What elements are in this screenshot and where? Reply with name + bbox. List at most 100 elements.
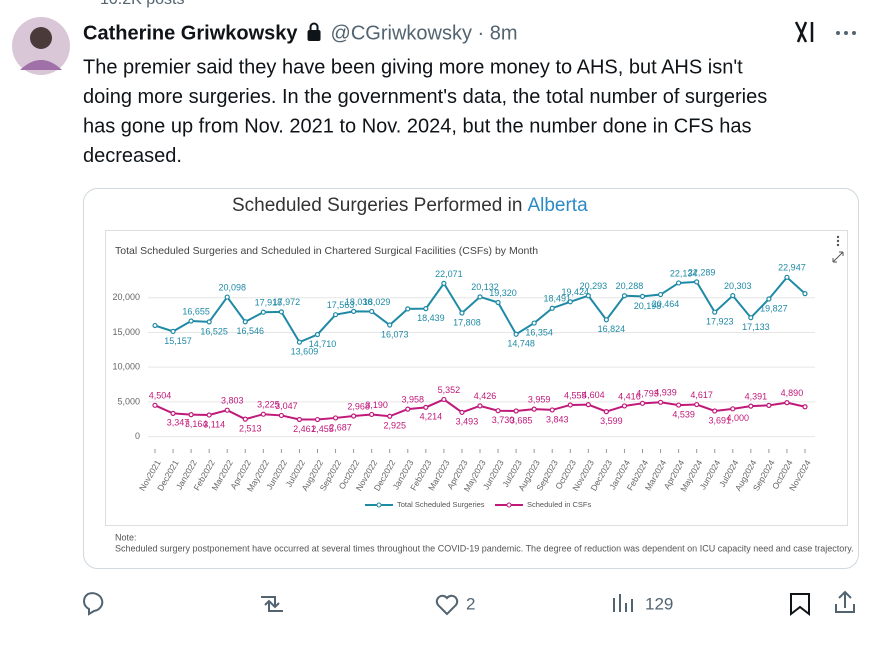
data-point [152, 322, 158, 329]
data-point [314, 331, 321, 338]
data-point [531, 320, 537, 326]
data-label: 2,925 [383, 421, 406, 431]
data-point [260, 309, 266, 315]
views-icon[interactable] [613, 594, 633, 612]
data-point [694, 401, 700, 408]
header-cut: 10.2K posts [100, 0, 185, 8]
data-point [495, 299, 501, 306]
data-point [278, 309, 284, 315]
grok-icon[interactable] [794, 21, 814, 43]
data-label: 17,563 [327, 300, 355, 310]
data-label: 17,923 [706, 317, 734, 327]
data-point [621, 403, 628, 409]
like-icon[interactable] [435, 594, 459, 616]
data-point [423, 305, 429, 312]
avatar-body [20, 60, 62, 70]
data-point [459, 409, 465, 415]
data-point [314, 416, 321, 423]
data-label: 17,972 [273, 297, 301, 307]
more-icon[interactable] [836, 31, 856, 35]
data-point [802, 404, 808, 410]
repost-icon[interactable] [261, 596, 283, 612]
data-label: 2,513 [239, 424, 262, 434]
data-point [441, 280, 447, 286]
data-label: 4,890 [781, 388, 804, 398]
author-name[interactable]: Catherine Griwkowsky [83, 22, 298, 44]
data-point [459, 310, 465, 316]
data-label: 3,225 [257, 400, 280, 410]
data-label: 2,461 [293, 424, 316, 434]
data-label: 19,320 [489, 288, 517, 298]
data-label: 18,491 [543, 294, 571, 304]
data-label: 4,555 [564, 390, 587, 400]
data-label: 18,036 [345, 297, 373, 307]
data-label: 20,098 [218, 282, 246, 292]
like-count: 2 [466, 594, 475, 613]
data-label: 4,214 [420, 412, 443, 422]
tweet-text: doing more surgeries. In the government'… [83, 86, 767, 108]
data-label: 3,803 [221, 396, 244, 406]
share-icon[interactable] [835, 590, 855, 613]
data-point [676, 280, 682, 286]
data-point [549, 407, 555, 413]
data-label: 3,685 [510, 415, 533, 425]
data-point [477, 403, 483, 409]
note: Scheduled surgery postponement have occu… [115, 543, 854, 553]
panel-menu[interactable] [836, 235, 840, 247]
data-label: 4,504 [149, 391, 172, 401]
legend-marker [376, 502, 382, 508]
data-label: 22,134 [670, 268, 698, 278]
data-label: 15,157 [164, 336, 192, 346]
data-point [170, 328, 176, 334]
handle-time[interactable]: @CGriwkowsky · 8m [331, 22, 518, 44]
data-point [369, 308, 375, 315]
data-label: 4,426 [474, 391, 497, 401]
data-point [694, 279, 700, 285]
data-point [766, 296, 772, 302]
data-point [296, 339, 303, 345]
data-point [296, 416, 303, 423]
views-count: 129 [645, 594, 673, 613]
data-label: 20,293 [580, 281, 608, 291]
chart-title: Scheduled Surgeries Performed in [232, 195, 522, 216]
data-point [441, 396, 447, 403]
data-point [567, 402, 573, 408]
legend-marker [506, 502, 512, 508]
data-point [621, 293, 628, 299]
reply-icon[interactable] [83, 592, 104, 616]
data-label: 16,525 [200, 326, 228, 336]
data-label: 20,198 [634, 301, 662, 311]
data-point [152, 402, 158, 408]
y-tick-label: 15,000 [112, 327, 140, 337]
data-label: 4,939 [654, 388, 677, 398]
data-point [603, 409, 609, 415]
data-point [477, 294, 483, 300]
data-label: 2,455 [311, 424, 334, 434]
data-point [784, 400, 790, 406]
data-label: 3,843 [546, 414, 569, 424]
data-point [730, 406, 736, 412]
expand-icon[interactable] [832, 251, 844, 263]
data-point [423, 404, 429, 410]
data-point [242, 319, 248, 325]
data-label: 16,546 [237, 326, 265, 336]
data-point [585, 293, 591, 299]
data-label: 18,029 [363, 297, 391, 307]
data-point [351, 308, 357, 314]
data-point [188, 318, 194, 324]
data-point [784, 274, 790, 280]
data-point [495, 408, 501, 414]
data-label: 20,288 [616, 281, 644, 291]
data-point [639, 400, 646, 406]
data-point [657, 399, 664, 405]
data-label: 3,114 [203, 419, 225, 429]
y-tick-label: 10,000 [112, 362, 140, 372]
data-point [585, 402, 591, 408]
legend-label: Scheduled in CSFs [527, 500, 591, 509]
data-label: 16,824 [598, 324, 626, 334]
data-label: 17,808 [453, 317, 481, 327]
data-point [748, 403, 754, 409]
bookmark-icon[interactable] [790, 593, 810, 617]
data-point [802, 291, 808, 297]
